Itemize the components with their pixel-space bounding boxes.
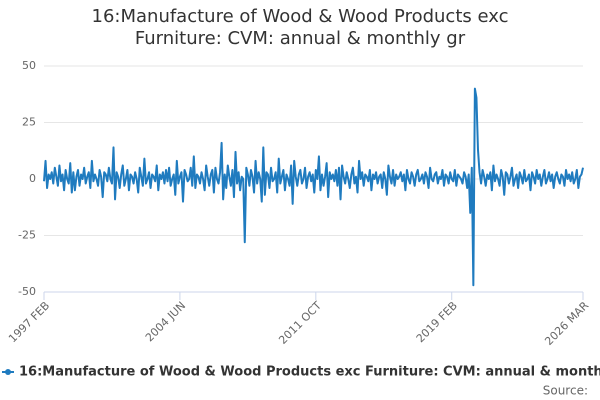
y-tick-label: -50 [18, 285, 36, 298]
x-tick-label: 1997 FEB [6, 299, 52, 345]
x-tick-label: 2011 OCT [276, 299, 324, 347]
legend-label: 16:Manufacture of Wood & Wood Products e… [19, 365, 600, 380]
y-tick-label: 50 [22, 59, 36, 72]
y-tick-label: 0 [29, 172, 36, 185]
y-tick-label: 25 [22, 116, 36, 129]
legend-marker [5, 369, 11, 375]
y-tick-label: -25 [18, 229, 36, 242]
chart-title: 16:Manufacture of Wood & Wood Products e… [91, 6, 509, 49]
series-line [43, 87, 584, 287]
x-tick-label: 2026 MAR [542, 299, 591, 348]
x-tick-label: 2019 FEB [414, 299, 460, 345]
x-tick-label: 2004 JUN [143, 299, 188, 344]
source: Source: [543, 384, 588, 398]
